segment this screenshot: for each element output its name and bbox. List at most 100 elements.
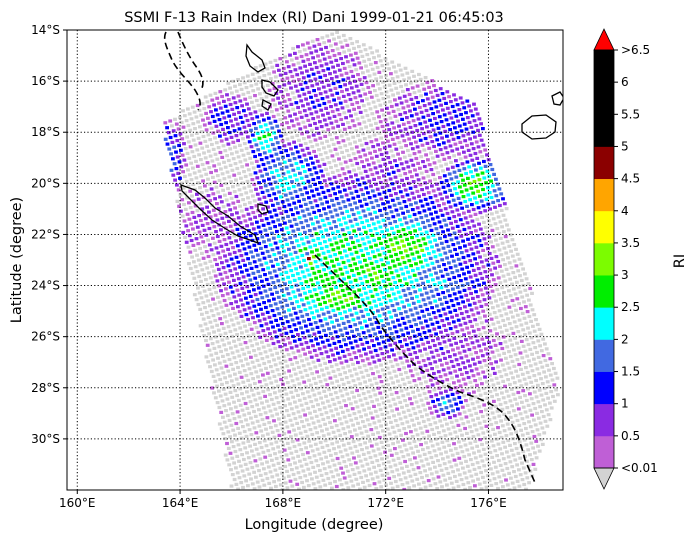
swath-pixel [344, 132, 349, 136]
swath-pixel [471, 329, 476, 333]
swath-pixel [512, 259, 517, 263]
swath-pixel [406, 226, 411, 230]
swath-pixel [321, 417, 326, 421]
swath-pixel [448, 144, 453, 148]
swath-pixel [417, 377, 422, 381]
swath-pixel [530, 308, 535, 312]
swath-pixel [349, 402, 353, 406]
swath-pixel [311, 194, 316, 198]
swath-pixel [255, 176, 260, 180]
swath-pixel [220, 294, 225, 298]
swath-pixel [338, 450, 343, 454]
swath-pixel [200, 207, 205, 211]
swath-pixel [421, 220, 425, 225]
swath-pixel [206, 116, 210, 120]
swath-pixel [485, 230, 490, 234]
swath-pixel [452, 353, 457, 357]
swath-pixel [523, 349, 528, 353]
swath-pixel [309, 416, 314, 420]
swath-pixel [295, 150, 300, 154]
swath-pixel [234, 438, 239, 442]
swath-pixel [376, 220, 381, 224]
swath-pixel [442, 113, 447, 117]
swath-pixel [308, 411, 312, 415]
swath-pixel [450, 331, 455, 336]
swath-pixel [425, 429, 430, 433]
swath-pixel [342, 188, 347, 192]
swath-pixel [376, 204, 381, 208]
swath-pixel [476, 128, 480, 132]
swath-pixel [457, 290, 462, 294]
swath-pixel [285, 469, 289, 473]
swath-pixel [412, 91, 417, 95]
swath-pixel [355, 328, 359, 332]
swath-pixel [286, 275, 290, 279]
swath-pixel [419, 216, 424, 220]
swath-pixel [341, 94, 346, 98]
swath-pixel [413, 351, 418, 355]
swath-pixel [467, 181, 472, 185]
swath-pixel [314, 293, 319, 297]
swath-pixel [350, 390, 355, 394]
swath-pixel [326, 83, 331, 87]
swath-pixel [390, 243, 395, 247]
swath-pixel [449, 465, 454, 469]
swath-pixel [260, 296, 265, 300]
swath-pixel [274, 440, 279, 444]
swath-pixel [446, 167, 450, 171]
swath-pixel [313, 304, 318, 308]
swath-pixel [352, 306, 357, 310]
swath-pixel [341, 427, 346, 431]
swath-pixel [258, 413, 263, 417]
swath-pixel [199, 174, 204, 178]
swath-pixel [205, 266, 210, 270]
swath-pixel [172, 145, 177, 149]
swath-pixel [421, 115, 426, 119]
swath-pixel [212, 241, 217, 245]
swath-pixel [278, 483, 283, 487]
swath-pixel [193, 143, 198, 147]
swath-pixel [287, 247, 291, 251]
swath-pixel [234, 150, 239, 154]
swath-pixel [474, 201, 479, 205]
swath-pixel [266, 449, 271, 453]
swath-pixel [244, 479, 248, 483]
swath-pixel [402, 200, 407, 204]
swath-pixel [472, 390, 476, 394]
swath-pixel [239, 314, 244, 318]
swath-pixel [380, 307, 385, 311]
swath-pixel [525, 431, 530, 435]
swath-pixel [301, 181, 306, 185]
swath-pixel [411, 224, 416, 228]
swath-pixel [497, 353, 502, 357]
swath-pixel [340, 228, 345, 232]
swath-pixel [470, 280, 475, 284]
swath-pixel [392, 248, 397, 252]
swath-pixel [340, 211, 345, 215]
swath-pixel [432, 343, 437, 348]
swath-pixel [385, 167, 389, 171]
swath-pixel [276, 218, 281, 222]
swath-pixel [472, 362, 477, 366]
swath-pixel [286, 170, 291, 174]
swath-pixel [206, 133, 211, 137]
swath-pixel [203, 95, 208, 99]
swath-pixel [473, 151, 478, 156]
swath-pixel [227, 402, 231, 406]
swath-pixel [450, 376, 454, 380]
swath-pixel [330, 32, 335, 36]
swath-pixel [410, 357, 414, 361]
swath-pixel [448, 188, 452, 192]
swath-pixel [323, 212, 328, 216]
swath-pixel [407, 137, 412, 141]
swath-pixel [223, 165, 228, 169]
swath-pixel [258, 396, 263, 400]
swath-pixel [447, 261, 451, 265]
swath-pixel [275, 124, 280, 128]
swath-pixel [350, 208, 354, 212]
swath-pixel [374, 304, 378, 308]
swath-pixel [243, 446, 248, 450]
swath-pixel [512, 243, 517, 247]
swath-pixel [321, 129, 326, 134]
swath-pixel [178, 115, 182, 120]
